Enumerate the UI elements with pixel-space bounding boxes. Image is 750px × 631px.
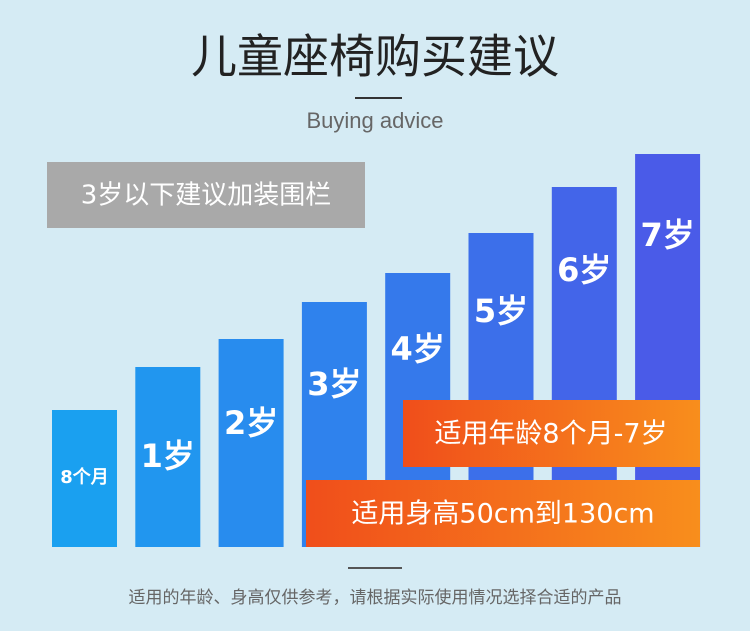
badge-box [403, 400, 700, 467]
age-bar [135, 367, 201, 547]
age-label: 1岁 [141, 437, 195, 475]
subtitle: Buying advice [307, 108, 444, 133]
footer: 适用的年龄、身高仅供参考，请根据实际使用情况选择合适的产品 [129, 587, 622, 608]
age-label: 5岁 [474, 292, 528, 330]
title: 儿童座椅购买建议 [191, 30, 559, 84]
badge-box [306, 480, 700, 547]
age-label: 3岁 [307, 365, 361, 403]
age-label: 2岁 [224, 404, 278, 442]
age-label: 6岁 [557, 251, 611, 289]
age-label: 8个月 [60, 466, 109, 488]
badge-text: 适用身高50cm到130cm [351, 499, 654, 530]
notice-text: 3岁以下建议加装围栏 [81, 181, 332, 211]
age-label: 4岁 [391, 330, 445, 368]
age-label: 7岁 [640, 216, 694, 254]
notice-box [47, 162, 365, 228]
age-bar [218, 339, 284, 547]
age-bar [52, 410, 117, 547]
badge-text: 适用年龄8个月-7岁 [434, 419, 667, 450]
